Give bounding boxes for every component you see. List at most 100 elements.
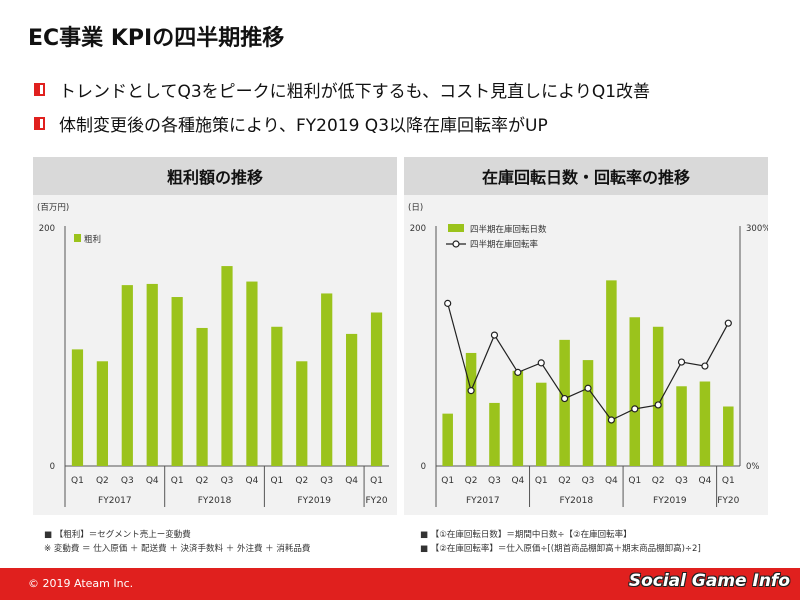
x-tick-label: Q1	[71, 476, 84, 486]
legend-bar-label: 四半期在庫回転日数	[470, 224, 547, 235]
inventory-panel: 在庫回転日数・回転率の推移 (日) 0 200 0% 300% Q1 Q2 Q3 Q4 Q1 Q2 Q…	[404, 157, 768, 515]
bar	[606, 280, 617, 466]
x-tick-label: Q1	[171, 476, 184, 486]
right-tick-label: 300%	[746, 224, 768, 234]
y-axis-unit-label: (百万円)	[37, 203, 69, 213]
x-tick-label: Q3	[582, 476, 595, 486]
x-tick-label: Q1	[722, 476, 735, 486]
rate-point	[444, 299, 452, 307]
y-tick-label: 0	[421, 462, 426, 472]
bar	[512, 370, 524, 466]
x-tick-label: Q3	[488, 476, 501, 486]
bar	[296, 361, 308, 466]
x-tick-label: Q2	[465, 476, 478, 486]
page-title: EC事業 KPIの四半期推移	[28, 26, 285, 51]
rate-point	[584, 384, 592, 392]
bar	[346, 333, 358, 466]
x-tick-label: Q4	[146, 476, 159, 486]
y-tick-label: 200	[410, 224, 426, 234]
x-tick-label: Q1	[270, 476, 283, 486]
bullet-item: トレンドとしてQ3をピークに粗利が低下するも、コスト見直しによりQ1改善	[34, 76, 650, 102]
bar	[71, 349, 84, 466]
x-group-label: FY20	[365, 496, 387, 506]
bar	[146, 283, 158, 466]
rate-point	[561, 394, 569, 403]
rate-point	[514, 368, 522, 376]
legend-line-label: 四半期在庫回転率	[470, 239, 539, 250]
bar	[196, 327, 208, 466]
x-group-label: FY20	[717, 496, 739, 506]
rate-point	[631, 405, 639, 413]
x-tick-label: Q1	[628, 476, 641, 486]
bar	[535, 382, 547, 466]
bar	[465, 352, 477, 466]
x-group-label: FY2017	[98, 496, 132, 506]
y-tick-label: 0	[50, 462, 55, 472]
bar	[271, 326, 283, 466]
x-tick-label: Q3	[221, 476, 234, 486]
bullet-marker-icon	[34, 82, 45, 96]
y-axis-unit-label: (日)	[408, 203, 423, 213]
rate-point	[467, 387, 475, 395]
note-line: ■ 【①在庫回転日数】＝期間中日数÷【②在庫回転率】	[420, 530, 632, 540]
x-tick-label: Q2	[196, 476, 209, 486]
copyright-text: © 2019 Ateam Inc.	[28, 577, 134, 590]
bar	[489, 402, 500, 466]
x-tick-label: Q4	[605, 476, 618, 486]
bar	[246, 281, 258, 466]
rate-point	[607, 416, 615, 424]
legend-line-marker	[452, 240, 460, 248]
x-tick-label: Q3	[121, 476, 134, 486]
rate-point	[654, 401, 662, 409]
x-tick-label: Q2	[558, 476, 571, 486]
footer-bar: © 2019 Ateam Inc. Social Game Info	[0, 568, 800, 600]
x-tick-label: Q3	[675, 476, 688, 486]
legend-bar-label: 粗利	[84, 234, 101, 245]
x-tick-label: Q4	[511, 476, 524, 486]
note-line: ※ 変動費 ＝ 仕入原価 ＋ 配送費 ＋ 決済手数料 ＋ 外注費 ＋ 消耗品費	[44, 544, 311, 554]
rate-point	[677, 358, 686, 366]
bullet-marker-icon	[34, 116, 45, 130]
bar	[121, 285, 133, 466]
x-group-label: FY2019	[297, 496, 331, 506]
rate-point	[537, 359, 545, 367]
x-tick-label: Q2	[652, 476, 665, 486]
note-line: ■ 【②在庫回転率】＝仕入原価÷[(期首商品棚卸高＋期末商品棚卸高)÷2]	[420, 544, 701, 554]
x-group-label: FY2019	[653, 496, 687, 506]
rate-point	[490, 331, 499, 339]
inventory-chart-title: 在庫回転日数・回転率の推移	[404, 157, 768, 195]
x-tick-label: Q3	[320, 476, 333, 486]
bar	[676, 386, 687, 466]
watermark-logo: Social Game Info	[628, 571, 790, 591]
bar	[723, 406, 734, 466]
bar	[171, 297, 183, 466]
bullet-item: 体制変更後の各種施策により、FY2019 Q3以降在庫回転率がUP	[34, 110, 650, 136]
bar	[96, 361, 108, 466]
bar	[582, 360, 594, 466]
legend-bar-swatch	[74, 234, 81, 242]
inventory-notes: ■ 【①在庫回転日数】＝期間中日数÷【②在庫回転率】 ■ 【②在庫回転率】＝仕入…	[420, 528, 701, 556]
note-line: ■ 【粗利】＝セグメント売上ー変動費	[44, 530, 191, 540]
x-tick-label: Q2	[295, 476, 308, 486]
rate-point	[724, 319, 732, 327]
gross-profit-panel: 粗利額の推移 (百万円) 0 200 Q1 Q2 Q3 Q4 Q1 Q2 Q3 Q4 Q1 Q2 Q3 Q4…	[33, 157, 397, 515]
x-group-label: FY2018	[198, 496, 232, 506]
bar	[221, 266, 233, 466]
bullet-list: トレンドとしてQ3をピークに粗利が低下するも、コスト見直しによりQ1改善 体制変…	[34, 76, 650, 144]
gross-profit-chart: (百万円) 0 200 Q1 Q2 Q3 Q4 Q1 Q2 Q3 Q4 Q1 Q2 Q3 Q4 Q1 FY201…	[37, 203, 389, 507]
bar	[559, 339, 570, 466]
x-tick-label: Q1	[370, 476, 383, 486]
legend-bar-swatch	[448, 224, 464, 232]
bar	[699, 381, 711, 466]
bar	[370, 312, 383, 466]
inventory-chart: (日) 0 200 0% 300% Q1 Q2 Q3 Q4 Q1 Q2 Q3 Q4 Q1 Q2 Q3 Q4 Q1 F…	[408, 203, 768, 507]
x-tick-label: Q2	[96, 476, 109, 486]
x-tick-label: Q1	[535, 476, 548, 486]
gross-profit-notes: ■ 【粗利】＝セグメント売上ー変動費 ※ 変動費 ＝ 仕入原価 ＋ 配送費 ＋ …	[44, 528, 310, 556]
bullet-text: 体制変更後の各種施策により、FY2019 Q3以降在庫回転率がUP	[59, 115, 548, 136]
x-group-label: FY2017	[466, 496, 500, 506]
x-group-label: FY2018	[560, 496, 594, 506]
y-tick-label: 200	[39, 224, 55, 234]
x-tick-label: Q1	[441, 476, 454, 486]
x-tick-label: Q4	[345, 476, 358, 486]
